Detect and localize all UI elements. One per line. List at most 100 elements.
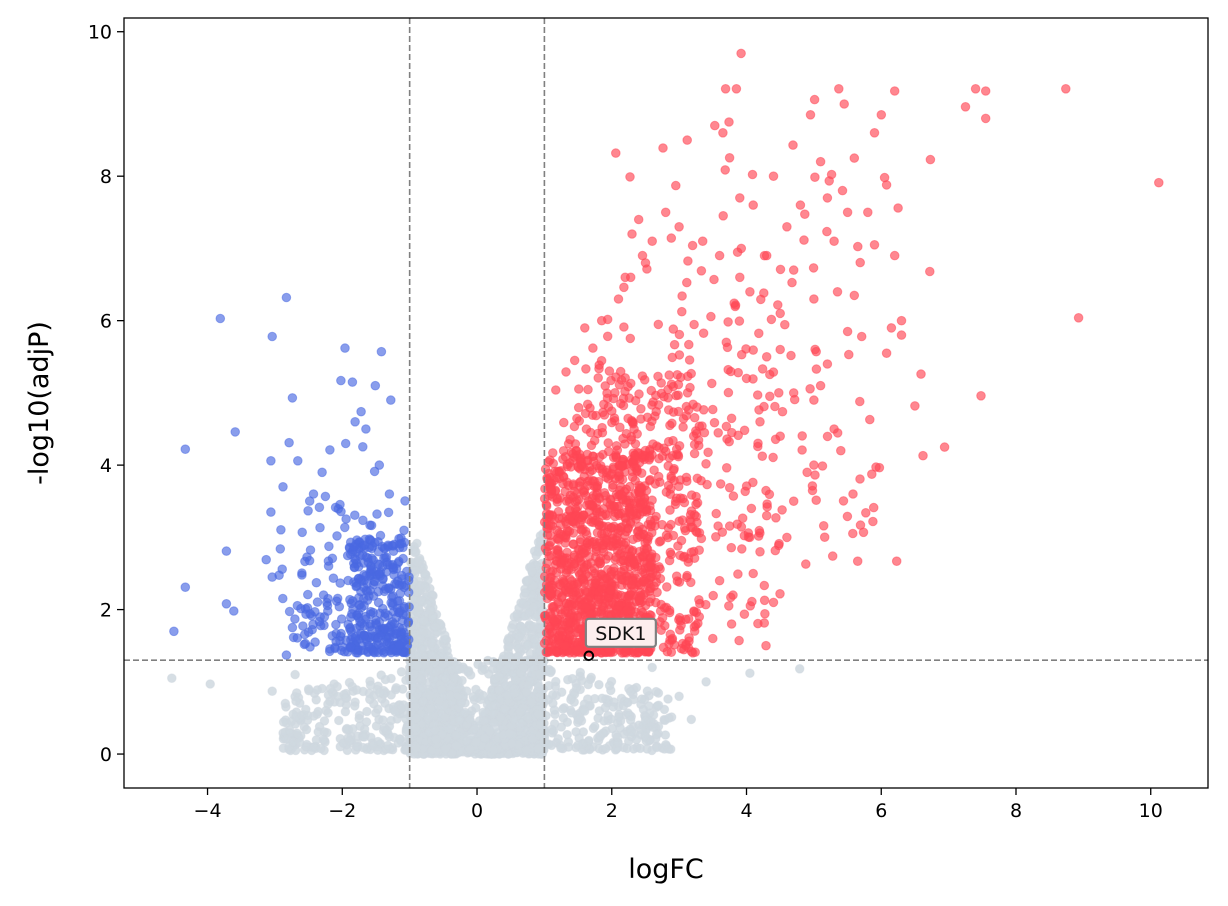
ns-point (471, 737, 482, 747)
up-point (717, 527, 728, 538)
up-point (651, 406, 662, 417)
up-point (809, 294, 819, 304)
ns-point (664, 713, 674, 723)
ns-point (280, 698, 291, 709)
up-point (552, 493, 563, 504)
down-point (350, 417, 360, 427)
up-point (619, 322, 629, 332)
up-point (976, 391, 986, 401)
ns-point (595, 730, 605, 741)
up-point (671, 180, 681, 191)
up-point (616, 461, 627, 472)
up-point (658, 143, 668, 153)
up-point (594, 594, 604, 605)
ns-point (484, 726, 495, 736)
up-point (645, 515, 656, 526)
up-point (634, 503, 644, 513)
ns-point (615, 723, 625, 733)
up-point (777, 505, 787, 515)
ns-point (205, 679, 215, 689)
down-point (327, 553, 338, 564)
ns-point (423, 575, 433, 585)
up-point (686, 506, 697, 516)
ns-point (640, 715, 651, 726)
up-point (856, 331, 867, 342)
down-point (377, 642, 388, 653)
up-point (602, 527, 613, 538)
ns-point (416, 644, 427, 655)
up-point (694, 612, 705, 622)
ns-point (340, 706, 351, 717)
up-point (768, 171, 779, 181)
ns-point (413, 661, 423, 671)
ns-point (478, 715, 489, 726)
up-point (548, 448, 558, 458)
ns-point (423, 712, 434, 723)
down-point (391, 628, 402, 639)
ns-point (604, 680, 615, 691)
up-point (605, 470, 616, 481)
up-point (805, 384, 815, 394)
down-point (397, 570, 407, 581)
down-point (308, 619, 318, 630)
up-point (701, 459, 711, 469)
down-point (358, 442, 368, 452)
ns-point (382, 725, 392, 736)
up-point (689, 448, 700, 459)
up-point (679, 523, 690, 534)
up-point (869, 128, 880, 138)
down-point (266, 456, 276, 466)
ns-point (794, 664, 805, 674)
ns-point (376, 670, 387, 680)
up-point (664, 453, 675, 463)
down-point (308, 489, 319, 499)
up-point (910, 401, 920, 411)
up-point (714, 250, 725, 261)
ns-point (396, 667, 407, 677)
up-point (715, 479, 726, 489)
up-point (662, 582, 672, 592)
down-point (328, 573, 339, 584)
up-point (691, 620, 701, 631)
up-point (682, 277, 692, 288)
up-point (610, 388, 620, 398)
up-point (805, 110, 816, 120)
up-point (636, 404, 646, 414)
up-point (673, 406, 684, 417)
up-point (980, 113, 991, 124)
down-point (383, 507, 394, 518)
up-point (585, 403, 595, 413)
ns-point (640, 731, 650, 741)
ns-point (651, 686, 662, 697)
up-point (760, 609, 770, 619)
up-point (597, 570, 608, 581)
up-point (630, 475, 641, 486)
ns-point (513, 651, 524, 661)
up-point (674, 481, 684, 492)
up-point (545, 520, 556, 530)
ns-point (350, 701, 360, 711)
up-point (674, 222, 684, 232)
down-point (324, 541, 334, 552)
ns-point (368, 740, 378, 751)
down-point (370, 380, 381, 391)
ns-point (418, 696, 428, 707)
up-point (573, 402, 584, 413)
up-point (629, 557, 639, 567)
up-point (632, 532, 643, 543)
up-point (603, 402, 614, 412)
up-point (734, 316, 745, 326)
up-point (641, 507, 652, 517)
up-point (652, 587, 662, 598)
ns-point (701, 677, 711, 687)
up-point (811, 364, 822, 374)
up-point (735, 272, 745, 283)
up-point (606, 585, 616, 596)
ns-point (535, 720, 546, 730)
ns-point (323, 708, 333, 718)
up-point (706, 311, 716, 322)
down-point (398, 542, 408, 553)
up-point (777, 406, 788, 417)
up-point (721, 421, 732, 432)
down-point (361, 424, 371, 434)
